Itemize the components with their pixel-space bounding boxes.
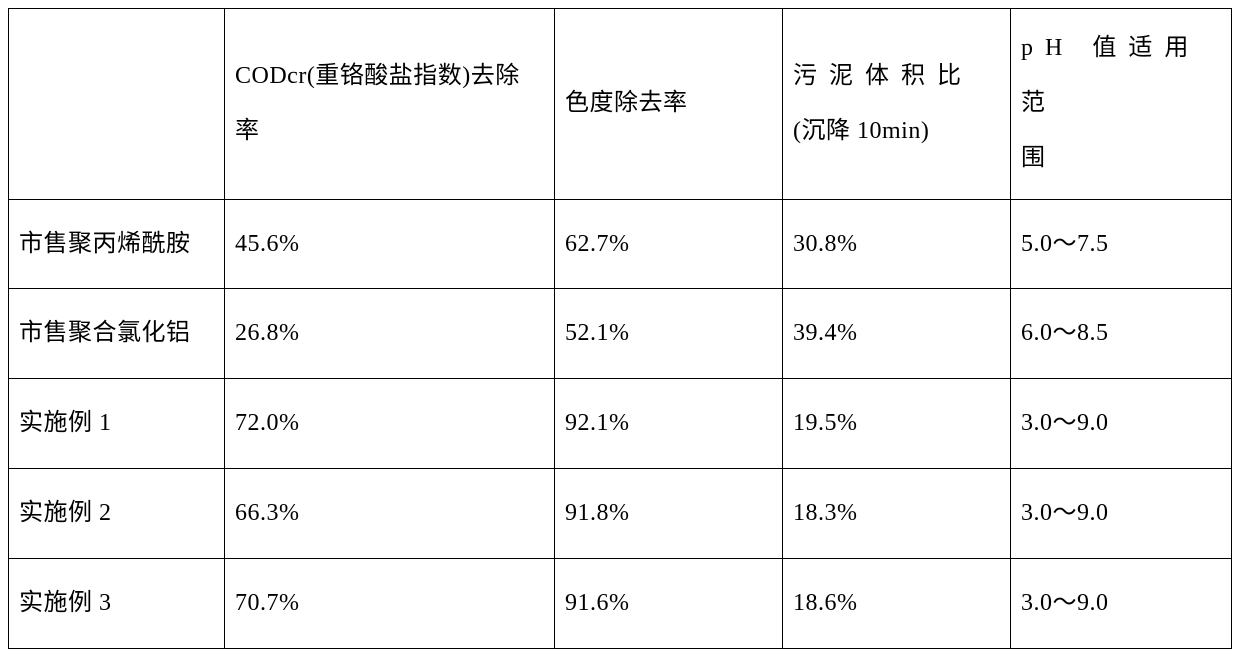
cell-codcr: 66.3% bbox=[225, 468, 555, 558]
table-row: 实施例 3 70.7% 91.6% 18.6% 3.0～9.0 bbox=[9, 558, 1232, 648]
cell-name: 市售聚丙烯酰胺 bbox=[9, 199, 225, 289]
cell-name: 实施例 2 bbox=[9, 468, 225, 558]
table-row: 市售聚合氯化铝 26.8% 52.1% 39.4% 6.0～8.5 bbox=[9, 289, 1232, 379]
cell-codcr: 45.6% bbox=[225, 199, 555, 289]
cell-ph: 3.0～9.0 bbox=[1011, 379, 1232, 469]
table-row: 市售聚丙烯酰胺 45.6% 62.7% 30.8% 5.0～7.5 bbox=[9, 199, 1232, 289]
cell-color: 91.8% bbox=[555, 468, 783, 558]
header-name bbox=[9, 9, 225, 200]
comparison-table: CODcr(重铬酸盐指数)去除率 色度除去率 污泥体积比 (沉降 10min) … bbox=[8, 8, 1232, 649]
header-sludge: 污泥体积比 (沉降 10min) bbox=[783, 9, 1011, 200]
cell-ph: 3.0～9.0 bbox=[1011, 468, 1232, 558]
cell-name: 市售聚合氯化铝 bbox=[9, 289, 225, 379]
cell-color: 52.1% bbox=[555, 289, 783, 379]
table-row: 实施例 1 72.0% 92.1% 19.5% 3.0～9.0 bbox=[9, 379, 1232, 469]
cell-name: 实施例 1 bbox=[9, 379, 225, 469]
cell-sludge: 18.6% bbox=[783, 558, 1011, 648]
header-ph-line1: pH 值适用范 bbox=[1021, 35, 1200, 116]
cell-sludge: 18.3% bbox=[783, 468, 1011, 558]
cell-codcr: 70.7% bbox=[225, 558, 555, 648]
table-row: 实施例 2 66.3% 91.8% 18.3% 3.0～9.0 bbox=[9, 468, 1232, 558]
cell-codcr: 26.8% bbox=[225, 289, 555, 379]
cell-codcr: 72.0% bbox=[225, 379, 555, 469]
cell-ph: 3.0～9.0 bbox=[1011, 558, 1232, 648]
cell-color: 92.1% bbox=[555, 379, 783, 469]
cell-sludge: 39.4% bbox=[783, 289, 1011, 379]
cell-name: 实施例 3 bbox=[9, 558, 225, 648]
header-color: 色度除去率 bbox=[555, 9, 783, 200]
header-codcr: CODcr(重铬酸盐指数)去除率 bbox=[225, 9, 555, 200]
header-ph: pH 值适用范 围 bbox=[1011, 9, 1232, 200]
header-ph-line2: 围 bbox=[1021, 145, 1046, 171]
cell-sludge: 19.5% bbox=[783, 379, 1011, 469]
header-sludge-line1: 污泥体积比 bbox=[793, 63, 973, 89]
cell-color: 62.7% bbox=[555, 199, 783, 289]
table-header-row: CODcr(重铬酸盐指数)去除率 色度除去率 污泥体积比 (沉降 10min) … bbox=[9, 9, 1232, 200]
cell-ph: 5.0～7.5 bbox=[1011, 199, 1232, 289]
cell-color: 91.6% bbox=[555, 558, 783, 648]
cell-sludge: 30.8% bbox=[783, 199, 1011, 289]
cell-ph: 6.0～8.5 bbox=[1011, 289, 1232, 379]
header-sludge-line2: (沉降 10min) bbox=[793, 118, 929, 144]
